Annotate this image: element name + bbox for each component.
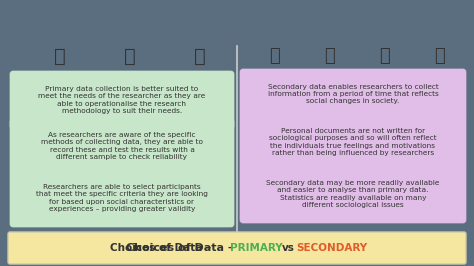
Text: Primary data collection is better suited to
meet the needs of the researcher as : Primary data collection is better suited… (38, 86, 206, 114)
Text: 🖼: 🖼 (270, 47, 281, 65)
FancyBboxPatch shape (10, 119, 234, 173)
Text: As researchers are aware of the specific
methods of collecting data, they are ab: As researchers are aware of the specific… (41, 132, 203, 160)
FancyBboxPatch shape (10, 71, 234, 129)
Text: Personal documents are not written for
sociological purposes and so will often r: Personal documents are not written for s… (269, 128, 437, 156)
Text: PRIMARY: PRIMARY (230, 243, 283, 253)
Text: Researchers are able to select participants
that meet the specific criteria they: Researchers are able to select participa… (36, 184, 208, 212)
Text: Secondary data enables researchers to collect
information from a period of time : Secondary data enables researchers to co… (268, 84, 438, 105)
Text: SECONDARY: SECONDARY (296, 243, 367, 253)
Text: Choices of Data –: Choices of Data – (126, 243, 237, 253)
Text: 💬: 💬 (194, 47, 206, 65)
Text: 📈: 📈 (325, 47, 336, 65)
Text: 📚: 📚 (380, 47, 391, 65)
FancyBboxPatch shape (240, 69, 466, 119)
Text: 📁: 📁 (435, 47, 446, 65)
Text: Secondary data may be more readily available
and easier to analyse than primary : Secondary data may be more readily avail… (266, 180, 440, 208)
Text: Choices of Data –: Choices of Data – (110, 243, 215, 253)
FancyBboxPatch shape (240, 115, 466, 169)
FancyBboxPatch shape (240, 165, 466, 223)
FancyBboxPatch shape (8, 232, 466, 264)
Text: vs: vs (282, 243, 295, 253)
Text: 📋: 📋 (124, 47, 136, 65)
Text: 🧑: 🧑 (54, 47, 66, 65)
FancyBboxPatch shape (10, 169, 234, 227)
